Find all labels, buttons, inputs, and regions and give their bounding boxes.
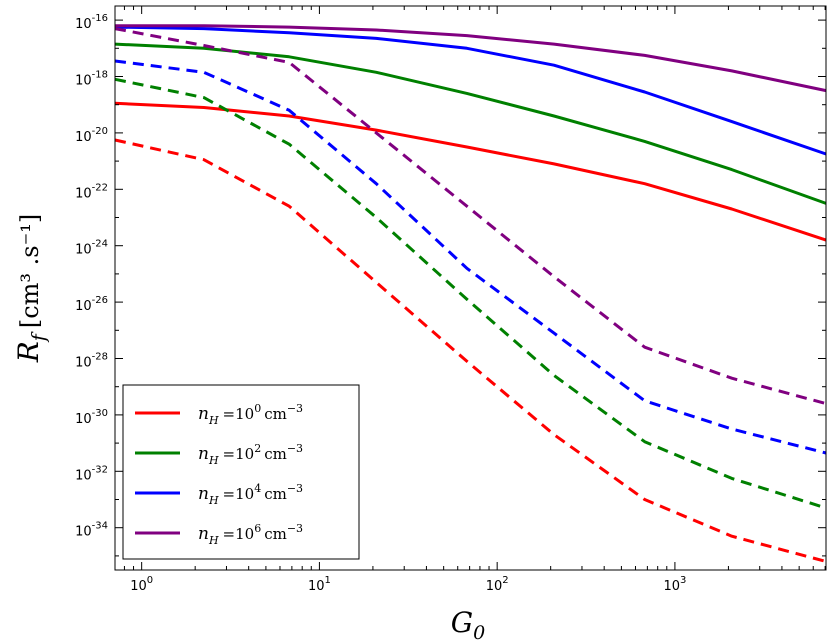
y-tick-label: 10-30 [75, 408, 108, 427]
series-layer [114, 24, 827, 563]
x-axis-title-sub: 0 [473, 622, 485, 640]
y-tick-label: 10-34 [75, 521, 108, 540]
legend-label-3: nH =104 cm−3 [198, 482, 303, 507]
y-tick-label: 10-24 [75, 239, 108, 258]
plot-frame [114, 5, 827, 571]
x-tick-label: 100 [130, 575, 153, 594]
x-axis-title-main: G [451, 606, 473, 639]
y-tick-label: 10-20 [75, 126, 108, 145]
series-line-7 [115, 24, 827, 93]
y-tick-label: 10-28 [75, 352, 108, 371]
series-line-3 [114, 42, 827, 205]
axis-tick-labels: 100 101 102 103 10-16 10-18 10-20 10-22 10-24 10-… [75, 13, 686, 594]
legend-label-1: nH =100 cm−3 [198, 402, 303, 427]
x-tick-label: 103 [663, 575, 686, 594]
series-line-6 [114, 59, 827, 455]
series-line-4 [114, 77, 827, 510]
axis-ticks [115, 6, 826, 570]
series-line-2 [114, 138, 827, 563]
y-tick-label: 10-32 [75, 464, 108, 483]
series-line-5 [114, 25, 827, 156]
series-line-8 [114, 27, 827, 406]
y-axis-title-main: R [12, 341, 45, 363]
legend-label-4: nH =106 cm−3 [198, 522, 303, 547]
y-tick-label: 10-16 [75, 13, 108, 32]
y-tick-label: 10-26 [75, 295, 108, 314]
y-tick-label: 10-18 [75, 70, 108, 89]
y-axis-title-sub: f [28, 331, 50, 343]
x-axis-title: G0 [451, 606, 485, 640]
legend-label-2: nH =102 cm−3 [198, 442, 303, 467]
y-axis-title: Rf [cm³ .s⁻¹] [12, 214, 50, 364]
y-axis-title-unit: [cm³ .s⁻¹] [16, 214, 44, 328]
y-tick-label: 10-22 [75, 182, 108, 201]
x-tick-label: 102 [486, 575, 509, 594]
legend: nH =100 cm−3 nH =102 cm−3 nH =104 cm−3 nH =106 cm−3 [122, 384, 360, 560]
x-tick-label: 101 [308, 575, 331, 594]
series-line-1 [114, 101, 827, 242]
